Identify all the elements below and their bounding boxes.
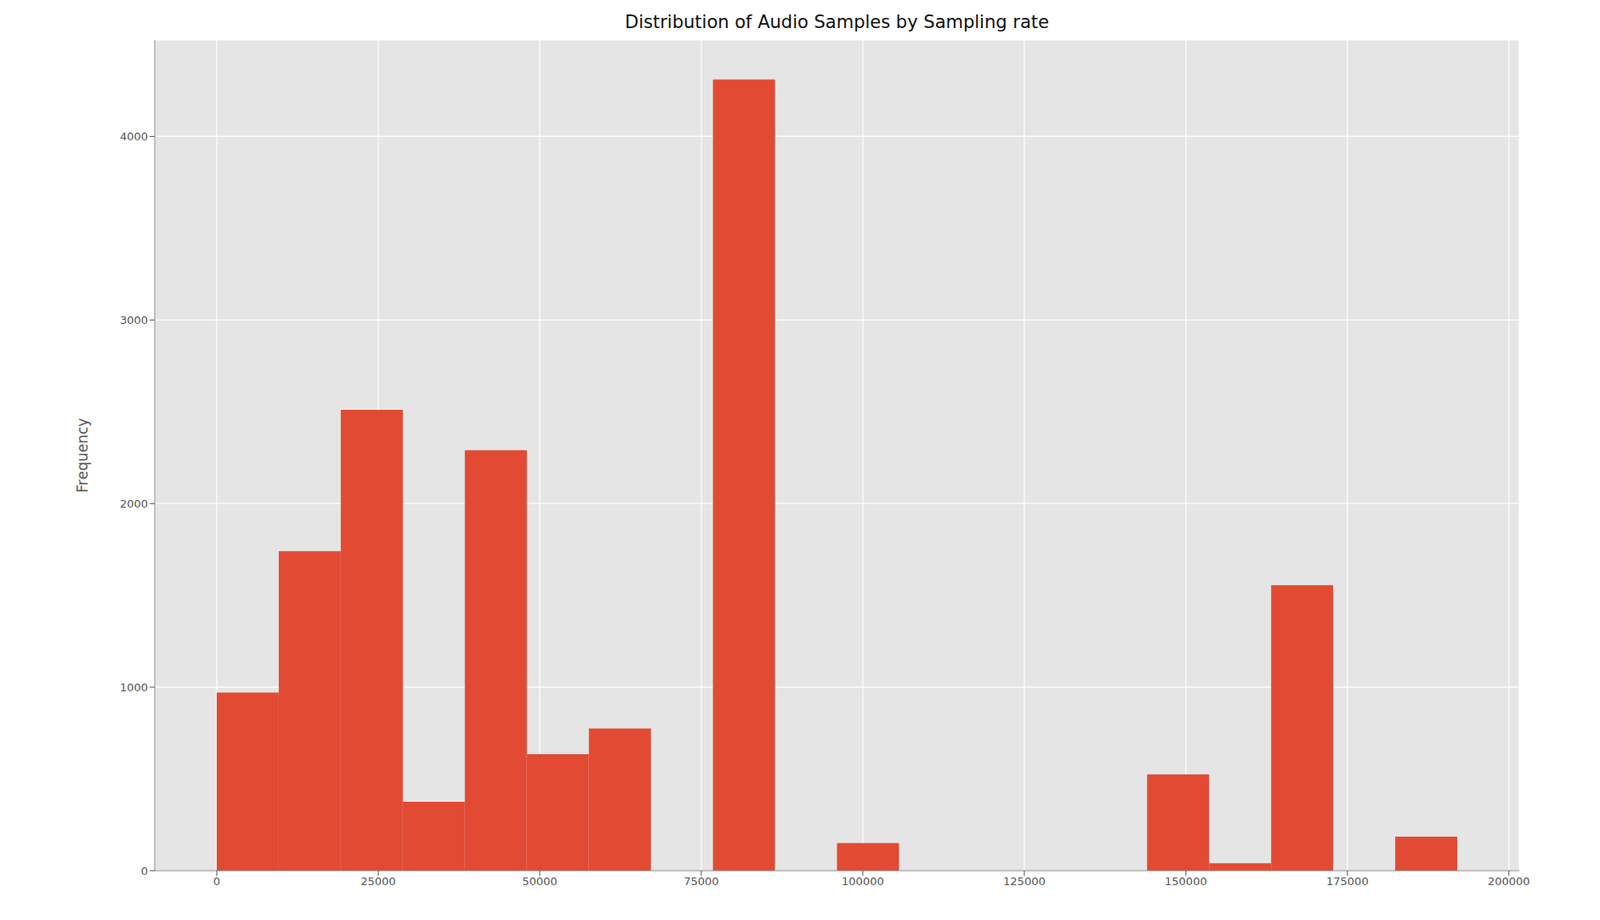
svg-text:1000: 1000 bbox=[119, 680, 148, 694]
svg-text:100000: 100000 bbox=[841, 874, 885, 888]
svg-text:200000: 200000 bbox=[1487, 874, 1531, 888]
svg-text:2000: 2000 bbox=[119, 497, 148, 511]
svg-text:Frequency: Frequency bbox=[73, 418, 91, 494]
svg-text:4000: 4000 bbox=[119, 130, 148, 143]
svg-text:3000: 3000 bbox=[119, 313, 148, 327]
svg-text:50000: 50000 bbox=[521, 874, 557, 888]
svg-text:150000: 150000 bbox=[1164, 874, 1208, 888]
svg-text:175000: 175000 bbox=[1326, 874, 1369, 888]
svg-text:25000: 25000 bbox=[360, 874, 396, 888]
svg-text:75000: 75000 bbox=[683, 874, 719, 888]
svg-text:125000: 125000 bbox=[1003, 874, 1046, 888]
html-text:Distribution of Audio Samples: Distribution of Audio Samples by Samplin… bbox=[624, 11, 1050, 33]
svg-text:0: 0 bbox=[141, 864, 148, 878]
svg-text:0: 0 bbox=[213, 874, 221, 888]
